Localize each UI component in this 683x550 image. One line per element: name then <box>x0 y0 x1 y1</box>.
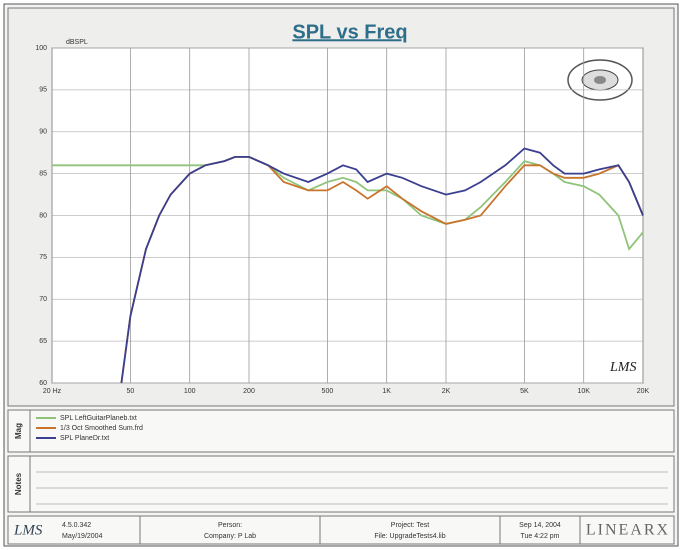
x-tick-label: 5K <box>520 388 529 395</box>
x-tick-label: 50 <box>126 388 134 395</box>
y-tick-label: 90 <box>39 129 47 136</box>
x-tick-label: 2K <box>442 388 451 395</box>
footer-version: 4.5.0.342 <box>62 522 91 529</box>
y-tick-label: 60 <box>39 380 47 387</box>
y-tick-label: 75 <box>39 254 47 261</box>
x-tick-label: 10K <box>577 388 590 395</box>
footer-project: Project: Test <box>391 522 429 529</box>
footer-file: File: UpgradeTests4.lib <box>374 533 445 540</box>
footer-date: May/19/2004 <box>62 533 103 540</box>
y-tick-label: 80 <box>39 212 47 219</box>
y-axis-label: dBSPL <box>66 39 88 46</box>
panel-label: Notes <box>14 472 23 495</box>
chart: SPL vs Freq dBSPL LMS Mag Notes LMS 4.5.… <box>0 0 683 550</box>
x-tick-label: 1K <box>382 388 391 395</box>
legend-label: SPL PlaneDr.txt <box>60 435 109 442</box>
legend-label: SPL LeftGuitarPlaneb.txt <box>60 415 137 422</box>
x-tick-label: 20 Hz <box>43 388 62 395</box>
footer-person: Person: <box>218 522 242 529</box>
footer-run-time: Tue 4:22 pm <box>520 533 559 540</box>
x-tick-label: 20K <box>637 388 650 395</box>
y-tick-label: 95 <box>39 87 47 94</box>
footer-logo: LMS <box>13 522 43 538</box>
x-tick-label: 500 <box>322 388 334 395</box>
x-tick-label: 200 <box>243 388 255 395</box>
y-tick-label: 65 <box>39 338 47 345</box>
watermark: LMS <box>609 360 636 375</box>
legend-label: 1/3 Oct Smoothed Sum.frd <box>60 425 143 432</box>
x-tick-label: 100 <box>184 388 196 395</box>
footer-company: Company: P Lab <box>204 533 256 540</box>
chart-title: SPL vs Freq <box>292 21 407 43</box>
y-tick-label: 70 <box>39 296 47 303</box>
panel-label: Mag <box>14 423 23 439</box>
y-tick-label: 100 <box>35 45 47 52</box>
footer <box>8 516 674 544</box>
y-tick-label: 85 <box>39 170 47 177</box>
footer-run-date: Sep 14, 2004 <box>519 522 561 529</box>
footer-brand: LINEARX <box>586 522 670 539</box>
